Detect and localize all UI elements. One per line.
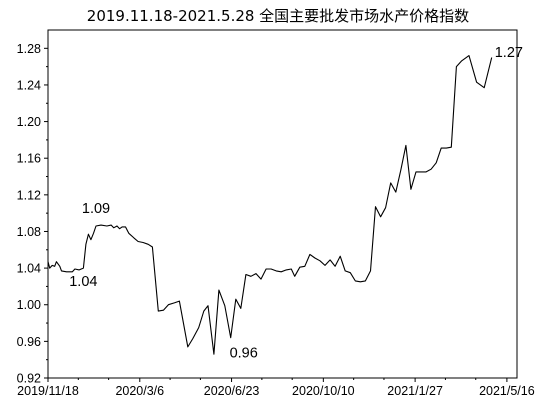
x-tick-label: 2019/11/18 <box>17 384 79 398</box>
data-label: 1.09 <box>82 201 110 217</box>
y-tick-label: 0.92 <box>17 372 41 386</box>
plot-frame <box>47 29 518 379</box>
data-label: 0.96 <box>230 346 258 362</box>
y-tick-label: 0.96 <box>17 335 41 349</box>
x-tick-label: 2021/1/27 <box>387 384 443 398</box>
axes: 0.92 0.96 1.00 1.04 1.08 1.12 1.16 1.20 1.24 1.28… <box>17 29 535 398</box>
y-tick-label: 1.08 <box>17 225 41 239</box>
data-label: 1.27 <box>495 45 523 61</box>
y-tick-label: 1.12 <box>17 188 41 202</box>
y-tick-label: 1.28 <box>17 42 41 56</box>
y-tick-label: 1.04 <box>17 262 41 276</box>
x-tick-label: 2020/10/10 <box>292 384 355 398</box>
y-tick-label: 1.24 <box>17 78 41 92</box>
x-tick-label: 2020/3/6 <box>115 384 164 398</box>
chart-title: 2019.11.18-2021.5.28 全国主要批发市场水产价格指数 <box>87 7 469 25</box>
series-line <box>47 55 493 355</box>
y-tick-label: 1.20 <box>17 115 41 129</box>
x-tick-label: 2021/5/16 <box>479 384 535 398</box>
series-layer <box>47 55 493 355</box>
data-label: 1.04 <box>69 274 97 290</box>
data-labels: 1.09 1.04 0.96 1.27 <box>69 45 523 362</box>
x-tick-label: 2020/6/23 <box>204 384 260 398</box>
y-tick-label: 1.00 <box>17 298 41 312</box>
y-tick-label: 1.16 <box>17 152 41 166</box>
